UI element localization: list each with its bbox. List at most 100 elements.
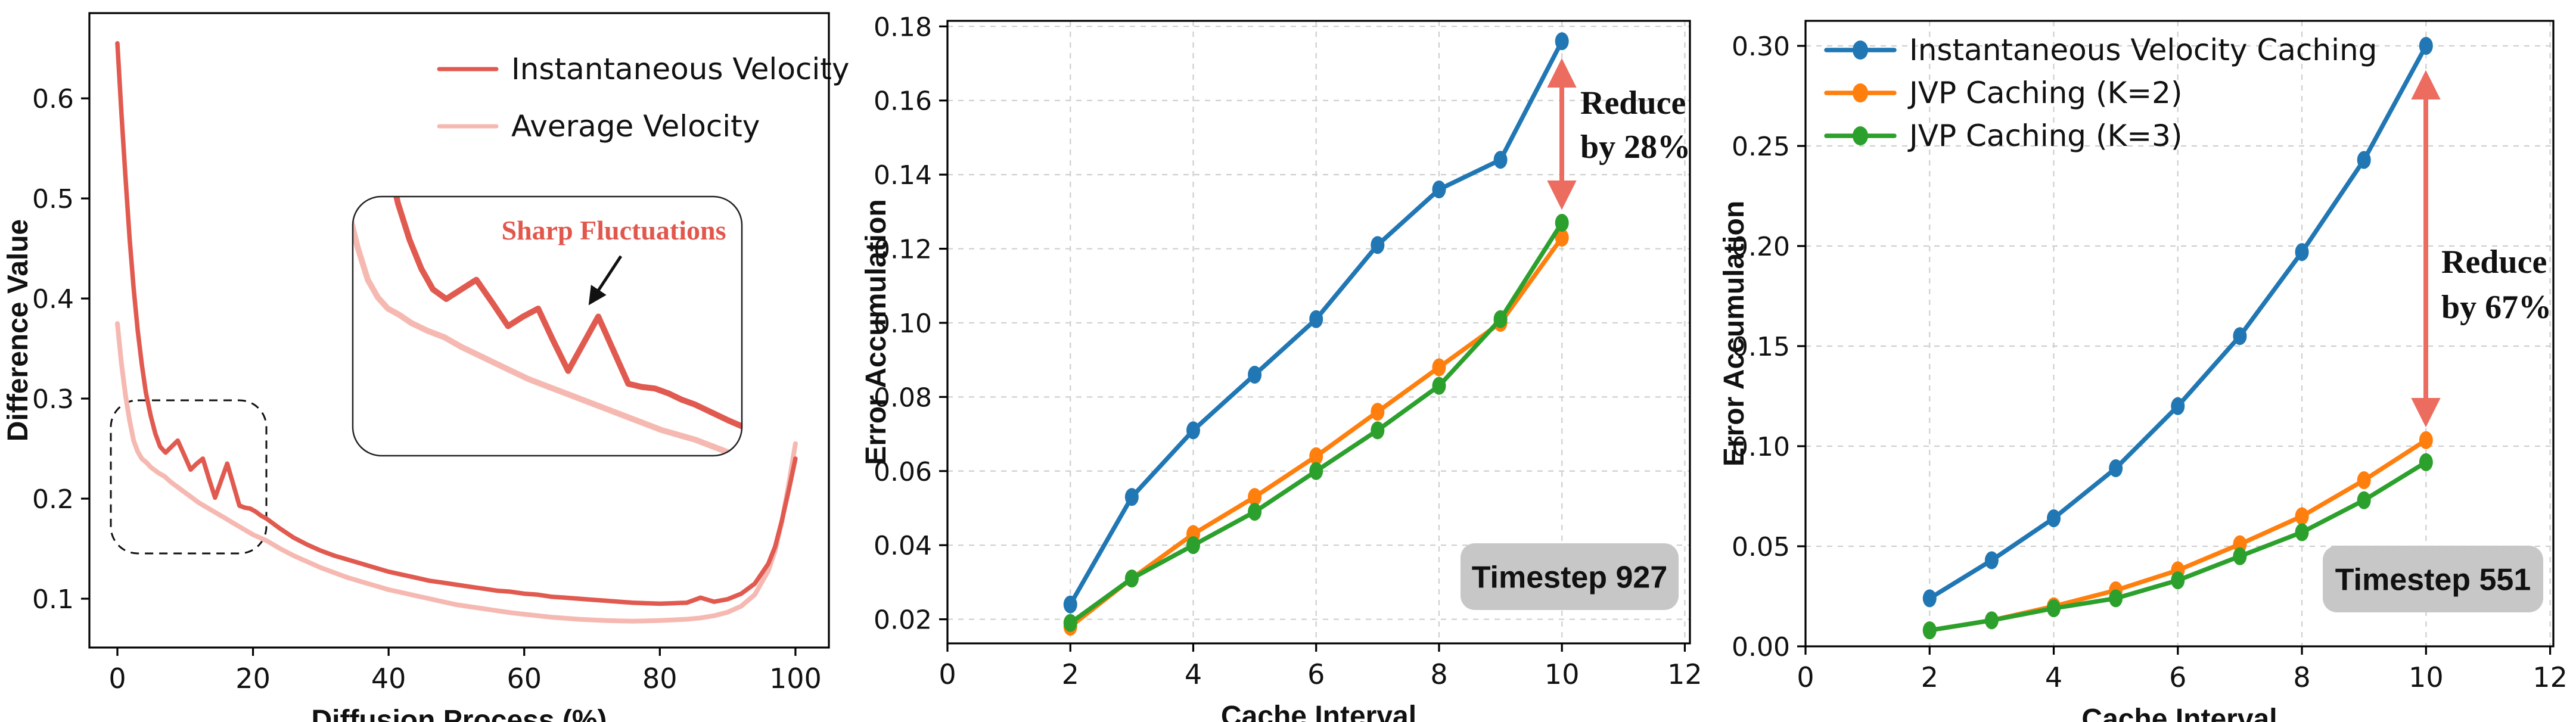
data-point xyxy=(1124,488,1139,506)
data-point xyxy=(1063,595,1077,614)
legend-label: JVP Caching (K=2) xyxy=(1907,76,2182,110)
timestep-badge xyxy=(2323,546,2543,612)
data-point xyxy=(1432,181,1446,199)
x-tick-label: 2 xyxy=(1062,658,1079,690)
axes-spines xyxy=(1804,20,2555,648)
y-tick-label: 0.14 xyxy=(874,160,932,191)
data-point xyxy=(1555,32,1569,51)
x-axis-label: Cache Interval xyxy=(1221,701,1416,722)
data-point xyxy=(1371,403,1385,421)
x-tick-label: 20 xyxy=(235,662,271,695)
y-tick-label: 0.25 xyxy=(1732,132,1790,162)
y-tick-label: 0.00 xyxy=(1732,632,1790,662)
x-tick-label: 2 xyxy=(1921,661,1938,693)
y-axis-label: Error Accumulation xyxy=(1719,201,1750,466)
y-tick-label: 0.3 xyxy=(32,384,74,415)
data-point xyxy=(1124,569,1139,588)
x-tick-label: 12 xyxy=(1667,658,1702,690)
data-point xyxy=(1371,236,1385,254)
y-tick-label: 0.4 xyxy=(32,284,74,315)
x-tick-label: 0 xyxy=(1797,661,1814,693)
y-tick-label: 0.06 xyxy=(874,457,932,487)
inset-border xyxy=(352,195,743,457)
data-point xyxy=(1186,536,1200,555)
data-point xyxy=(2233,547,2247,565)
data-point xyxy=(2295,243,2309,262)
x-tick-label: 6 xyxy=(2169,661,2186,693)
x-tick-label: 8 xyxy=(1430,658,1447,690)
data-point xyxy=(1984,551,1999,569)
timestep-badge xyxy=(1461,543,1679,610)
data-point xyxy=(1248,488,1262,506)
legend-label: JVP Caching (K=3) xyxy=(1907,119,2182,153)
legend-marker xyxy=(1853,126,1868,145)
y-tick-label: 0.02 xyxy=(874,605,932,636)
data-point xyxy=(2109,459,2123,477)
data-point xyxy=(2047,509,2061,527)
y-tick-label: 0.20 xyxy=(1732,232,1790,262)
data-point xyxy=(2171,571,2185,590)
data-point xyxy=(1555,228,1569,247)
y-tick-label: 0.10 xyxy=(1732,432,1790,462)
y-tick-label: 0.6 xyxy=(32,84,74,114)
timestep-badge-label: Timestep 927 xyxy=(1472,561,1668,595)
x-tick-label: 10 xyxy=(2409,661,2444,693)
timestep-badge-label: Timestep 551 xyxy=(2335,563,2531,597)
inset-series-group xyxy=(353,197,742,456)
x-tick-label: 12 xyxy=(2533,661,2568,693)
y-tick-label: 0.04 xyxy=(874,531,932,561)
series-line-average-velocity xyxy=(115,321,798,624)
axes-spines xyxy=(946,20,1691,645)
x-axis-label: Cache Interval xyxy=(2081,704,2277,722)
data-point xyxy=(1309,462,1323,480)
data-point xyxy=(1371,421,1385,440)
legend-marker xyxy=(1853,83,1868,102)
x-tick-label: 80 xyxy=(642,662,678,695)
data-point xyxy=(2357,491,2371,509)
y-tick-label: 0.18 xyxy=(874,12,932,42)
data-point xyxy=(1493,151,1508,169)
y-tick-label: 0.15 xyxy=(1732,332,1790,362)
data-point xyxy=(1063,614,1077,632)
x-tick-label: 8 xyxy=(2293,661,2310,693)
data-point xyxy=(2171,397,2185,415)
timestep-551-plot: Reduce by 67% Timestep 551 Instantaneous Ve… xyxy=(1719,20,2568,722)
series-group xyxy=(1922,37,2433,640)
y-tick-label: 0.2 xyxy=(32,484,74,515)
y-tick-label: 0.10 xyxy=(874,309,932,339)
data-point xyxy=(2357,471,2371,490)
inset-annotation-arrow xyxy=(588,255,623,306)
y-tick-label: 0.12 xyxy=(874,235,932,265)
y-axis-label: Difference Value xyxy=(2,219,34,442)
x-tick-label: 100 xyxy=(769,662,822,695)
data-point xyxy=(2357,151,2371,169)
timestep-927-plot: Reduce by 28% Timestep 927 0 2 4 6 8 10 12 0.02 0.0… xyxy=(860,12,1702,722)
x-tick-label: 40 xyxy=(371,662,406,695)
data-point xyxy=(2295,523,2309,542)
data-point xyxy=(2419,431,2433,449)
data-point xyxy=(1432,376,1446,395)
inset-series-line xyxy=(353,197,742,456)
x-tick-label: 10 xyxy=(1545,658,1580,690)
chart-error-accumulation-timestep-927: Reduce by 28% Timestep 927 0 2 4 6 8 10 12 0.02 0.0… xyxy=(859,0,1717,722)
data-point xyxy=(1432,358,1446,376)
inset-annotation-label: Sharp Fluctuations xyxy=(501,215,726,245)
axes-spines xyxy=(88,12,830,649)
velocity-difference-plot: Sharp Fluctuations Instantaneous Velocity… xyxy=(2,12,849,722)
chart-error-accumulation-timestep-551: Reduce by 67% Timestep 551 Instantaneous Ve… xyxy=(1717,0,2576,722)
y-tick-label: 0.08 xyxy=(874,382,932,413)
series-group xyxy=(1063,32,1569,636)
x-tick-label: 4 xyxy=(1185,658,1202,690)
data-point xyxy=(2295,507,2309,525)
legend-label: Instantaneous Velocity Caching xyxy=(1909,33,2377,67)
reduction-label-line: Reduce xyxy=(2441,244,2547,281)
x-tick-label: 6 xyxy=(1307,658,1325,690)
data-point xyxy=(1309,447,1323,465)
data-point xyxy=(2419,37,2433,55)
chart-velocity-difference: Sharp Fluctuations Instantaneous Velocity… xyxy=(0,0,859,722)
x-tick-label: 0 xyxy=(939,658,956,690)
data-point xyxy=(1555,214,1569,232)
data-point xyxy=(1248,366,1262,384)
legend-marker xyxy=(1853,41,1868,60)
